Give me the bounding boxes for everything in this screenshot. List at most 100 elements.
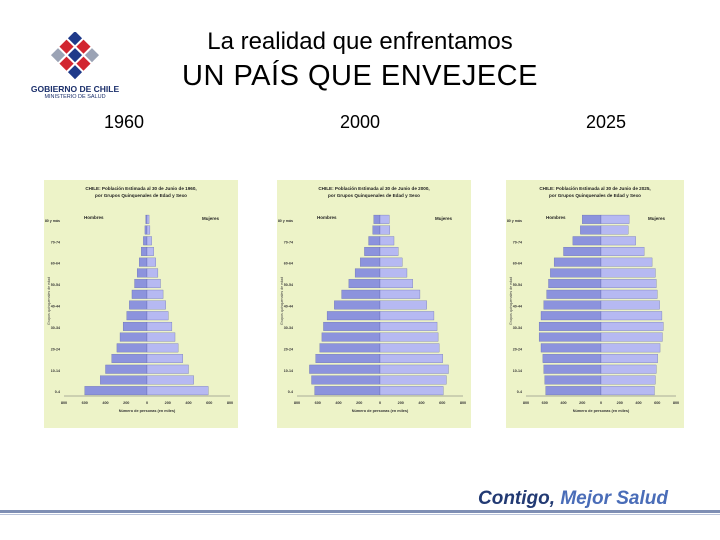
female-bar bbox=[379, 386, 444, 396]
x-tick-label: 600 bbox=[82, 401, 88, 405]
chart-title-line-2: por Grupos Quinquenales de Edad y Sexo bbox=[328, 193, 420, 198]
y-axis-label: Grupos quinquenales de edad bbox=[509, 277, 513, 325]
x-tick-label: 800 bbox=[227, 401, 233, 405]
age-group-label: 70-74 bbox=[51, 240, 60, 244]
female-bar bbox=[379, 257, 403, 267]
female-bar bbox=[379, 214, 390, 224]
male-bar bbox=[341, 289, 381, 299]
female-bar bbox=[146, 311, 169, 321]
male-bar bbox=[580, 225, 602, 235]
female-bar bbox=[146, 354, 183, 363]
male-bar bbox=[373, 214, 381, 224]
female-bar bbox=[379, 300, 427, 310]
female-bar bbox=[600, 332, 663, 342]
male-bar bbox=[563, 247, 602, 256]
x-tick-label: 200 bbox=[617, 401, 623, 405]
right-series-label: Mujeres bbox=[202, 216, 220, 221]
female-bar bbox=[600, 343, 661, 353]
chart-title-line-1: CHILE: Población Estimada al 30 de Junio… bbox=[85, 186, 196, 191]
female-bar bbox=[600, 225, 629, 235]
male-bar bbox=[105, 364, 148, 374]
female-bar bbox=[600, 300, 660, 310]
male-bar bbox=[368, 236, 381, 246]
age-group-label: 40-44 bbox=[51, 305, 60, 309]
female-bar bbox=[146, 364, 189, 374]
male-bar bbox=[100, 375, 148, 385]
female-bar bbox=[379, 321, 438, 331]
male-bar bbox=[538, 332, 602, 342]
x-tick-label: 400 bbox=[560, 401, 566, 405]
male-bar bbox=[116, 343, 148, 353]
male-bar bbox=[84, 386, 148, 396]
male-bar bbox=[319, 343, 381, 353]
pyramid-chart-1960: CHILE: Población Estimada al 30 de Junio… bbox=[44, 180, 238, 428]
x-tick-label: 400 bbox=[102, 401, 108, 405]
female-bar bbox=[600, 364, 657, 374]
male-bar bbox=[126, 311, 148, 321]
female-bar bbox=[600, 247, 645, 256]
age-group-label: 20-24 bbox=[513, 347, 522, 351]
x-tick-label: 800 bbox=[460, 401, 466, 405]
slide-title: UN PAÍS QUE ENVEJECE bbox=[182, 60, 538, 92]
age-group-label: 70-74 bbox=[513, 240, 522, 244]
x-tick-label: 200 bbox=[165, 401, 171, 405]
male-bar bbox=[582, 214, 602, 224]
age-group-label: 80 y más bbox=[45, 219, 60, 223]
male-bar bbox=[553, 257, 602, 267]
year-label-1960: 1960 bbox=[104, 112, 145, 132]
x-tick-label: 200 bbox=[398, 401, 404, 405]
x-tick-label: 400 bbox=[335, 401, 341, 405]
male-bar bbox=[540, 343, 602, 353]
female-bar bbox=[146, 375, 194, 385]
x-tick-label: 600 bbox=[654, 401, 660, 405]
age-group-label: 0-4 bbox=[517, 390, 522, 394]
male-bar bbox=[134, 279, 148, 289]
x-tick-label: 200 bbox=[579, 401, 585, 405]
female-bar bbox=[379, 225, 391, 235]
footer-divider-thin bbox=[0, 514, 720, 515]
male-bar bbox=[538, 321, 602, 331]
x-tick-label: 600 bbox=[439, 401, 445, 405]
age-group-label: 10-14 bbox=[51, 369, 60, 373]
male-bar bbox=[544, 375, 602, 385]
x-axis-label: Número de personas (en miles) bbox=[119, 409, 176, 413]
x-tick-label: 0 bbox=[379, 401, 381, 405]
female-bar bbox=[600, 321, 664, 331]
age-group-label: 60-64 bbox=[513, 262, 522, 266]
age-group-label: 80 y más bbox=[507, 219, 522, 223]
x-tick-label: 600 bbox=[542, 401, 548, 405]
female-bar bbox=[600, 311, 663, 321]
female-bar bbox=[379, 268, 408, 278]
male-bar bbox=[540, 311, 602, 321]
male-bar bbox=[348, 279, 381, 289]
x-tick-label: 800 bbox=[673, 401, 679, 405]
male-bar bbox=[309, 364, 381, 374]
female-bar bbox=[146, 321, 173, 331]
right-series-label: Mujeres bbox=[648, 216, 666, 221]
male-bar bbox=[131, 289, 148, 299]
age-group-label: 10-14 bbox=[284, 369, 293, 373]
male-bar bbox=[542, 354, 602, 363]
left-series-label: Hombres bbox=[317, 215, 337, 220]
female-bar bbox=[379, 247, 399, 256]
female-bar bbox=[600, 375, 656, 385]
male-bar bbox=[323, 321, 381, 331]
chart-title-line-1: CHILE: Población Estimada al 30 de Junio… bbox=[539, 186, 650, 191]
age-group-label: 50-54 bbox=[51, 283, 60, 287]
x-tick-label: 800 bbox=[61, 401, 67, 405]
female-bar bbox=[600, 289, 658, 299]
x-tick-label: 200 bbox=[123, 401, 129, 405]
left-series-label: Hombres bbox=[546, 215, 566, 220]
female-bar bbox=[146, 268, 159, 278]
pyramid-svg-1960: CHILE: Población Estimada al 30 de Junio… bbox=[44, 180, 238, 428]
female-bar bbox=[600, 354, 658, 363]
female-bar bbox=[600, 279, 657, 289]
male-bar bbox=[143, 236, 148, 246]
age-group-label: 0-4 bbox=[55, 390, 60, 394]
female-bar bbox=[379, 236, 395, 246]
male-bar bbox=[334, 300, 381, 310]
footer-divider bbox=[0, 510, 720, 513]
pyramid-svg-2025: CHILE: Población Estimada al 30 de Junio… bbox=[506, 180, 684, 428]
male-bar bbox=[543, 364, 602, 374]
female-bar bbox=[146, 300, 166, 310]
